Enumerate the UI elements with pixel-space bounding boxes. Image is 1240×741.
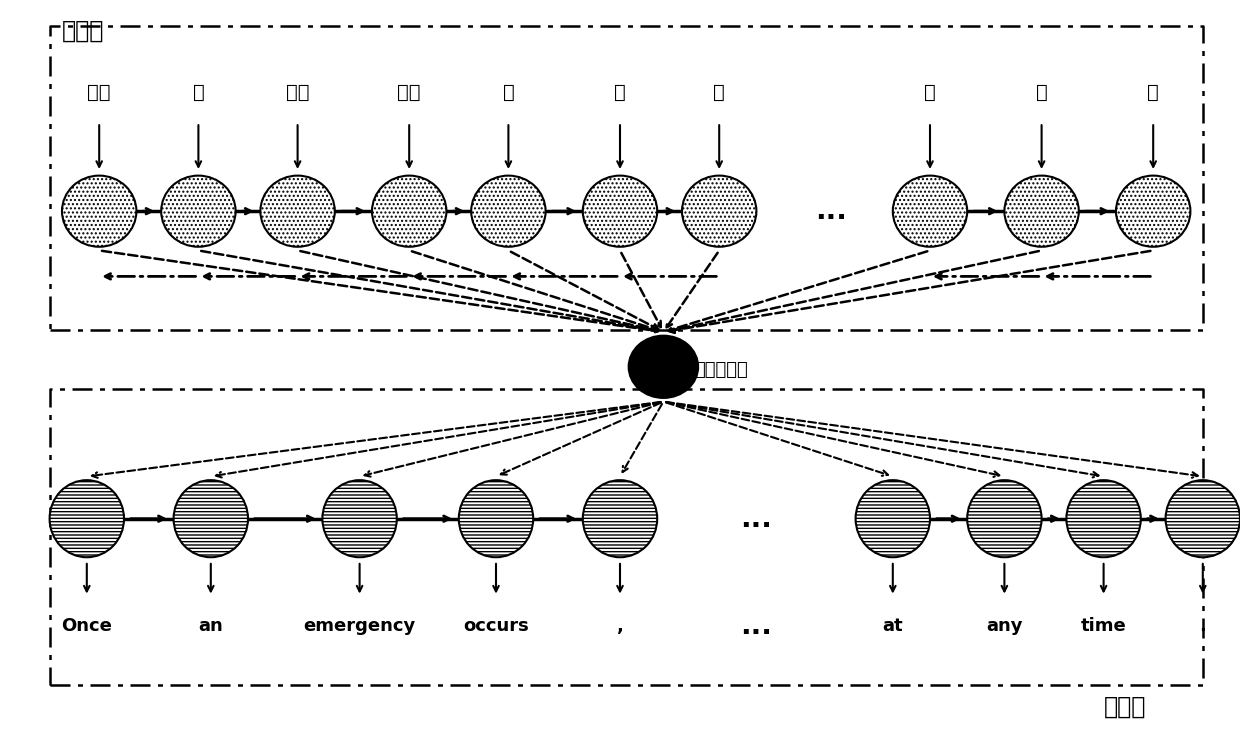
Text: emergency: emergency: [304, 617, 415, 635]
Text: 注意力机制: 注意力机制: [694, 362, 748, 379]
Ellipse shape: [682, 176, 756, 247]
Text: an: an: [198, 617, 223, 635]
Text: 抚险: 抚险: [286, 83, 309, 102]
Text: 能: 能: [614, 83, 626, 102]
Ellipse shape: [856, 480, 930, 557]
Ellipse shape: [583, 176, 657, 247]
Text: 招: 招: [713, 83, 725, 102]
Ellipse shape: [629, 336, 698, 398]
Text: any: any: [986, 617, 1023, 635]
Ellipse shape: [967, 480, 1042, 557]
Text: 编码器: 编码器: [62, 19, 104, 42]
Text: 解码器: 解码器: [1104, 695, 1146, 719]
Ellipse shape: [322, 480, 397, 557]
Ellipse shape: [372, 176, 446, 247]
Text: 有: 有: [192, 83, 205, 102]
Text: .: .: [1199, 617, 1207, 635]
Ellipse shape: [583, 480, 657, 557]
Ellipse shape: [174, 480, 248, 557]
Ellipse shape: [161, 176, 236, 247]
Ellipse shape: [1066, 480, 1141, 557]
Text: 战: 战: [1035, 83, 1048, 102]
Ellipse shape: [50, 480, 124, 557]
Text: 。: 。: [1147, 83, 1159, 102]
Text: ...: ...: [815, 197, 847, 225]
Text: ，: ，: [502, 83, 515, 102]
Ellipse shape: [1166, 480, 1240, 557]
Text: occurs: occurs: [463, 617, 529, 635]
Ellipse shape: [459, 480, 533, 557]
Text: Once: Once: [61, 617, 113, 635]
Text: ...: ...: [740, 612, 773, 640]
Text: 一旦: 一旦: [88, 83, 110, 102]
Text: ,: ,: [616, 617, 624, 635]
Ellipse shape: [62, 176, 136, 247]
Text: ...: ...: [740, 505, 773, 533]
Text: at: at: [883, 617, 903, 635]
Ellipse shape: [1004, 176, 1079, 247]
Text: time: time: [1081, 617, 1126, 635]
Ellipse shape: [471, 176, 546, 247]
Text: 能: 能: [924, 83, 936, 102]
Ellipse shape: [893, 176, 967, 247]
Text: 任务: 任务: [398, 83, 420, 102]
Ellipse shape: [260, 176, 335, 247]
Ellipse shape: [1116, 176, 1190, 247]
